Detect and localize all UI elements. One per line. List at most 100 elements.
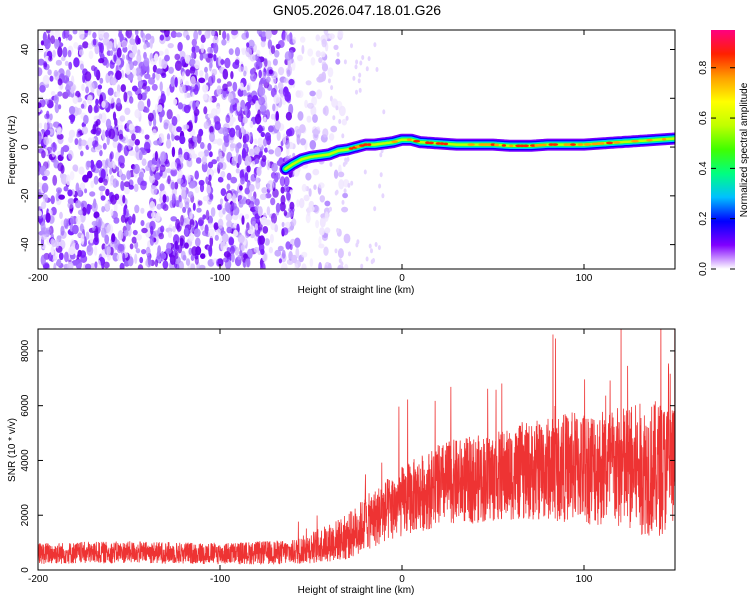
spectrogram-speck <box>219 198 224 205</box>
spectrogram-speck <box>237 254 242 260</box>
spectrogram-speck <box>143 57 150 67</box>
spectrogram-speck <box>96 119 101 126</box>
spectrogram-speck <box>141 67 146 76</box>
spectrogram-speck <box>276 131 281 142</box>
spectrogram-speck <box>245 47 253 58</box>
spectrogram-speck <box>282 133 287 145</box>
spectrogram-speck <box>103 32 110 39</box>
spectrogram-speck <box>284 176 290 187</box>
snr-y-tick-label: 8000 <box>20 339 31 362</box>
spectrogram-x-ticks: -200 -100 0 100 <box>28 30 593 284</box>
spectrogram-speck <box>236 102 241 112</box>
spectrogram-speck <box>86 160 91 168</box>
spectrogram-speck <box>214 234 219 241</box>
spectrogram-speck <box>226 172 232 181</box>
spectrogram-ridge-peak <box>494 143 500 147</box>
spectrogram-speck <box>146 98 151 108</box>
spectrogram-ridge-peak <box>428 141 434 145</box>
spectrogram-y-tick-label: 20 <box>20 92 31 104</box>
spectrogram-speck <box>313 205 320 214</box>
spectrogram-speck <box>134 30 139 36</box>
spectrogram-speck <box>242 89 247 97</box>
spectrogram-speck <box>319 195 325 203</box>
spectrogram-speck <box>97 260 101 269</box>
spectrogram-speck <box>145 246 151 257</box>
spectrogram-speck <box>223 251 231 258</box>
spectrogram-speck <box>268 246 273 254</box>
snr-x-tick-label: -200 <box>28 574 48 585</box>
snr-y-tick-label: 4000 <box>20 449 31 472</box>
spectrogram-speck <box>92 32 97 39</box>
spectrogram-speck <box>327 67 334 78</box>
spectrogram-speck <box>244 105 248 117</box>
spectrogram-speck <box>75 215 82 225</box>
snr-y-tick-label: 2000 <box>20 504 31 527</box>
spectrogram-speck <box>179 235 185 242</box>
spectrogram-speck <box>102 142 107 150</box>
spectrogram-speck <box>273 94 281 104</box>
spectrogram-speck <box>181 71 186 81</box>
spectrogram-speck <box>129 38 136 45</box>
spectrogram-speck <box>44 98 49 105</box>
spectrogram-speck <box>289 201 295 210</box>
spectrogram-speck <box>344 263 349 269</box>
spectrogram-speck <box>50 195 55 205</box>
spectrogram-speck <box>309 258 314 267</box>
spectrogram-speck <box>267 180 275 191</box>
spectrogram-speck <box>201 155 207 165</box>
spectrogram-y-label: Frequency (Hz) <box>7 116 18 185</box>
spectrogram-speck <box>300 138 306 146</box>
spectrogram-speck <box>281 30 286 41</box>
spectrogram-speck <box>136 53 142 64</box>
spectrogram-speck <box>379 172 383 178</box>
spectrogram-speck <box>195 157 202 164</box>
spectrogram-speck <box>152 72 156 80</box>
spectrogram-speck <box>204 66 208 73</box>
spectrogram-ridge-peak <box>583 143 592 146</box>
spectrogram-speck <box>246 84 250 92</box>
spectrogram-speck <box>193 30 199 41</box>
spectrogram-speck <box>177 169 183 180</box>
spectrogram-speck <box>59 211 63 219</box>
spectrogram-speck <box>343 59 347 65</box>
spectrogram-speck <box>48 101 54 108</box>
spectrogram-speck <box>231 30 238 36</box>
spectrogram-speck <box>242 143 248 149</box>
spectrogram-speck <box>355 59 359 65</box>
spectrogram-speck <box>209 131 215 143</box>
spectrogram-speck <box>121 185 125 192</box>
spectrogram-speck <box>159 34 165 41</box>
spectrogram-speck <box>132 213 136 224</box>
spectrogram-speck <box>198 179 205 186</box>
spectrogram-speck <box>167 175 171 185</box>
spectrogram-speck <box>270 45 276 55</box>
spectrogram-speck <box>73 42 79 49</box>
spectrogram-speck <box>225 114 231 124</box>
spectrogram-speck <box>69 171 75 181</box>
spectrogram-speck <box>285 111 292 121</box>
spectrogram-speck <box>124 185 130 195</box>
spectrogram-speck <box>312 168 320 176</box>
spectrogram-speck <box>67 201 74 209</box>
spectrogram-speck <box>194 170 199 180</box>
spectrogram-speck <box>112 162 116 170</box>
spectrogram-speck <box>136 233 142 241</box>
spectrogram-speck <box>341 133 345 139</box>
spectrogram-speck <box>181 188 186 200</box>
spectrogram-speck <box>217 218 224 229</box>
spectrogram-speck <box>166 87 171 97</box>
spectrogram-speck <box>330 85 334 91</box>
spectrogram-speck <box>128 184 134 190</box>
spectrogram-speck <box>297 90 304 98</box>
spectrogram-speck <box>193 108 200 117</box>
spectrogram-speck <box>237 154 242 166</box>
spectrogram-speck <box>246 42 250 48</box>
spectrogram-speck <box>244 133 250 143</box>
spectrogram-speck <box>198 77 206 84</box>
spectrogram-speck <box>193 45 200 53</box>
spectrogram-speck <box>120 214 126 223</box>
spectrogram-speck <box>174 135 181 141</box>
spectrogram-speck <box>120 84 127 93</box>
spectrogram-speck <box>290 210 293 219</box>
spectrogram-speck <box>85 263 92 269</box>
